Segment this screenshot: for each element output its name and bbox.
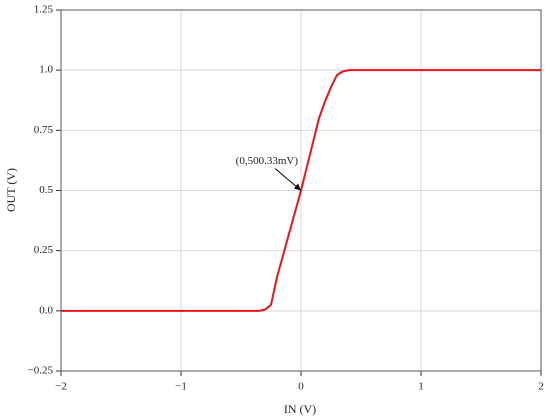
x-tick-label: 2 — [538, 381, 544, 393]
arrow-head — [294, 183, 301, 191]
y-tick-label: 0.75 — [34, 124, 54, 136]
y-tick-label: −0.25 — [28, 365, 54, 377]
y-tick-label: 0.5 — [39, 184, 53, 196]
x-tick-label: 1 — [418, 381, 424, 393]
y-tick-label: 0.25 — [34, 244, 54, 256]
x-tick-label: −2 — [55, 381, 67, 393]
y-tick-label: 0.0 — [39, 304, 53, 316]
plot-frame — [60, 9, 542, 372]
data-line — [61, 69, 541, 312]
annotation-text: (0,500.33mV) — [236, 155, 299, 167]
y-tick-label: 1.25 — [34, 4, 54, 16]
x-axis-label: IN (V) — [284, 402, 316, 416]
x-tick-label: 0 — [298, 381, 304, 393]
x-tick-label: −1 — [175, 381, 187, 393]
y-axis-label: OUT (V) — [4, 168, 18, 212]
y-tick-label: 1.0 — [39, 64, 53, 76]
